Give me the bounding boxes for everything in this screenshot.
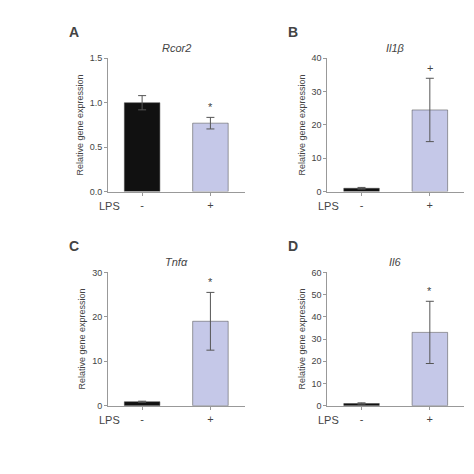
svg-text:-: - bbox=[140, 199, 144, 211]
svg-text:C: C bbox=[69, 238, 79, 254]
svg-text:Tnfα: Tnfα bbox=[165, 256, 188, 268]
svg-text:30: 30 bbox=[312, 87, 322, 97]
svg-text:Relative gene expression: Relative gene expression bbox=[77, 289, 87, 390]
svg-text:-: - bbox=[360, 199, 364, 211]
svg-text:*: * bbox=[427, 285, 432, 297]
svg-text:Rcor2: Rcor2 bbox=[162, 42, 191, 54]
svg-text:0: 0 bbox=[317, 401, 322, 411]
svg-text:40: 40 bbox=[312, 53, 322, 63]
svg-text:+: + bbox=[427, 62, 433, 74]
svg-text:B: B bbox=[288, 24, 298, 40]
svg-text:+: + bbox=[427, 413, 433, 425]
svg-text:-: - bbox=[360, 413, 364, 425]
svg-text:+: + bbox=[207, 199, 213, 211]
svg-text:20: 20 bbox=[312, 356, 322, 366]
svg-text:0: 0 bbox=[317, 187, 322, 197]
svg-text:0: 0 bbox=[97, 401, 102, 411]
svg-text:Relative gene expression: Relative gene expression bbox=[297, 74, 307, 175]
svg-text:LPS: LPS bbox=[99, 200, 120, 212]
svg-text:LPS: LPS bbox=[318, 200, 339, 212]
svg-text:LPS: LPS bbox=[99, 414, 120, 426]
svg-text:-: - bbox=[140, 413, 144, 425]
svg-text:20: 20 bbox=[92, 312, 102, 322]
svg-text:30: 30 bbox=[92, 268, 102, 278]
svg-text:10: 10 bbox=[312, 379, 322, 389]
svg-text:0.0: 0.0 bbox=[90, 187, 103, 197]
svg-text:Relative gene expression: Relative gene expression bbox=[75, 74, 85, 175]
svg-text:10: 10 bbox=[92, 356, 102, 366]
svg-text:60: 60 bbox=[312, 268, 322, 278]
svg-text:D: D bbox=[288, 238, 298, 254]
svg-text:Il1β: Il1β bbox=[386, 42, 405, 54]
svg-text:40: 40 bbox=[312, 312, 322, 322]
svg-text:Relative gene expression: Relative gene expression bbox=[297, 289, 307, 390]
svg-text:0.5: 0.5 bbox=[90, 142, 103, 152]
svg-text:*: * bbox=[208, 101, 213, 113]
svg-text:LPS: LPS bbox=[318, 414, 339, 426]
svg-text:+: + bbox=[207, 413, 213, 425]
svg-text:30: 30 bbox=[312, 334, 322, 344]
svg-text:A: A bbox=[69, 24, 79, 40]
svg-text:20: 20 bbox=[312, 120, 322, 130]
svg-text:1.5: 1.5 bbox=[90, 53, 103, 63]
svg-text:10: 10 bbox=[312, 153, 322, 163]
svg-text:+: + bbox=[427, 199, 433, 211]
svg-text:*: * bbox=[208, 276, 213, 288]
svg-text:Il6: Il6 bbox=[389, 256, 402, 268]
svg-text:50: 50 bbox=[312, 290, 322, 300]
svg-text:1.0: 1.0 bbox=[90, 98, 103, 108]
